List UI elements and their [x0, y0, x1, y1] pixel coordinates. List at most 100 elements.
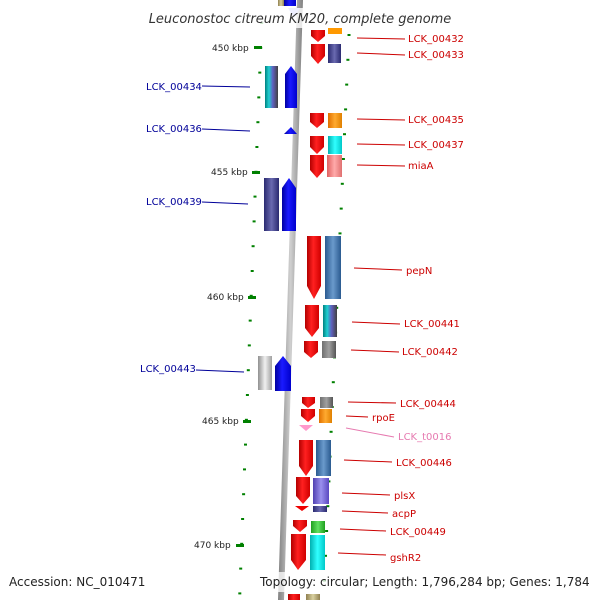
- gene-acpP[interactable]: acpP: [295, 506, 416, 520]
- gene-arrow-forward: [310, 155, 324, 178]
- lane-dot: [324, 554, 327, 557]
- gene-arrow-forward: [302, 397, 315, 408]
- gene-LCK_00439[interactable]: LCK_00439: [146, 178, 296, 231]
- gene-gshR2[interactable]: gshR2: [291, 534, 421, 570]
- gene-label: LCK_00436: [146, 124, 202, 135]
- gene-miaA[interactable]: miaA: [310, 155, 434, 178]
- lane-dot: [340, 182, 344, 185]
- gene-plsX[interactable]: plsX: [296, 477, 415, 504]
- gene-LCK_00444[interactable]: LCK_00444: [302, 397, 456, 410]
- gene-LCK_00437[interactable]: LCK_00437: [310, 136, 464, 154]
- lane-dot: [250, 270, 254, 272]
- lane-dot: [256, 121, 260, 124]
- gene-LCK_00449[interactable]: LCK_00449: [293, 520, 446, 538]
- gene-label: LCK_00437: [408, 140, 464, 151]
- gene-LCK_00442[interactable]: LCK_00442: [304, 341, 458, 358]
- lane-dot: [343, 133, 346, 136]
- gene-arrow-reverse: [284, 127, 297, 134]
- lane-dot: [346, 58, 350, 61]
- gene-fragment: [278, 0, 284, 6]
- lane-dot: [242, 493, 246, 496]
- label-leader: [339, 528, 387, 532]
- tick-mark: [243, 420, 251, 423]
- gene-arrow-forward: [296, 477, 310, 504]
- tick-label: 455 kbp: [211, 168, 248, 178]
- lane-dot: [258, 71, 262, 74]
- footer-backdrop: [256, 572, 592, 592]
- label-leader: [201, 128, 251, 132]
- gene-arrow-forward: [310, 136, 324, 154]
- lane-dot: [244, 443, 247, 446]
- lane-dot: [243, 468, 246, 471]
- label-leader: [195, 369, 245, 373]
- gene-label: LCK_00439: [146, 197, 202, 208]
- gene-arrow-forward: [293, 520, 307, 532]
- cog-bar: [320, 397, 333, 408]
- label-leader: [356, 52, 406, 56]
- cog-bar: [310, 535, 325, 570]
- gene-LCK_00435[interactable]: LCK_00435: [310, 113, 464, 128]
- gene-arrow-forward: [307, 236, 321, 299]
- label-leader: [347, 401, 397, 404]
- label-leader: [353, 267, 403, 271]
- gene-arrow-forward: [291, 534, 306, 570]
- gene-LCK_00433[interactable]: LCK_00433: [311, 44, 464, 64]
- label-leader: [350, 349, 400, 353]
- cog-bar: [328, 136, 342, 154]
- gene-LCK_00436[interactable]: LCK_00436: [146, 124, 297, 135]
- label-leader: [345, 427, 395, 438]
- lane-dot: [247, 344, 251, 347]
- label-leader: [356, 164, 406, 167]
- lane-dot: [246, 369, 250, 372]
- trna-marker: [299, 425, 313, 431]
- tick-mark: [254, 46, 262, 49]
- lane-dot: [331, 381, 335, 384]
- gene-label: LCK_00442: [402, 347, 458, 358]
- cog-bar: [328, 44, 341, 63]
- lane-dot: [249, 294, 253, 297]
- genome-backbone: [278, 0, 303, 600]
- cog-bar: [313, 478, 329, 504]
- cog-bar: [322, 341, 336, 358]
- label-leader: [343, 459, 393, 463]
- tick-mark: [236, 544, 244, 547]
- gene-arrow-reverse: [275, 356, 291, 391]
- gene-arrow-forward: [305, 305, 319, 337]
- lane-dot: [255, 146, 259, 148]
- gene-arrow-forward: [311, 30, 325, 42]
- gene-label: miaA: [408, 161, 434, 172]
- lane-dot: [329, 430, 333, 433]
- lane-dot: [245, 394, 249, 396]
- gene-label: LCK_00433: [408, 50, 464, 61]
- label-leader: [337, 552, 387, 556]
- gene-LCK_00446[interactable]: LCK_00446: [299, 440, 452, 476]
- lane-dot: [347, 34, 351, 36]
- lane-dot: [239, 567, 243, 570]
- gene-LCK_00434[interactable]: LCK_00434: [146, 66, 297, 108]
- gene-LCK_00432[interactable]: LCK_00432: [311, 30, 464, 45]
- gene-rpoE[interactable]: rpoE: [301, 409, 395, 424]
- cog-bar: [258, 356, 272, 390]
- scale-tick-465: 465 kbp: [202, 417, 251, 427]
- gene-LCK_00441[interactable]: LCK_00441: [305, 305, 460, 337]
- tick-label: 460 kbp: [207, 293, 244, 303]
- tick-mark: [252, 171, 260, 174]
- gene-arrow-forward: [299, 440, 313, 476]
- label-leader: [356, 118, 406, 121]
- gene-LCK_t0016[interactable]: LCK_t0016: [299, 425, 451, 443]
- lane-dot: [252, 220, 256, 223]
- cog-bar: [327, 155, 342, 177]
- gene-pepN[interactable]: pepN: [307, 236, 432, 299]
- lane-dot: [257, 96, 261, 99]
- lane-dot: [341, 158, 345, 160]
- gene-LCK_00443[interactable]: LCK_00443: [140, 356, 291, 391]
- lane-dot: [251, 245, 255, 248]
- gene-arrow-reverse: [282, 178, 296, 231]
- topology-text: Topology: circular; Length: 1,796,284 bp…: [259, 575, 590, 589]
- gene-arrow-forward: [311, 44, 325, 64]
- cog-bar: [264, 178, 279, 231]
- gene-label: LCK_00432: [408, 34, 464, 45]
- gene-label: LCK_00435: [408, 115, 464, 126]
- scale-tick-470: 470 kbp: [194, 541, 244, 551]
